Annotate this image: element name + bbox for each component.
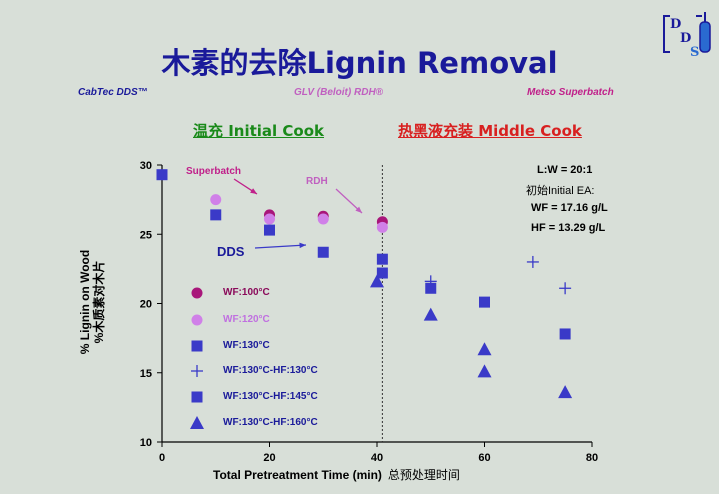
data-point-series-4 — [425, 282, 437, 294]
condition-initial-ea: 初始Initial EA: — [526, 185, 595, 197]
annotation-superbatch: Superbatch — [186, 166, 242, 177]
data-point-series-5 — [370, 274, 384, 288]
system-label-cabtec: CabTec DDS™ — [78, 87, 148, 98]
chart-axes: 10 15 20 25 30 0 20 40 60 80 — [140, 160, 598, 464]
arrow-superbatch — [233, 178, 258, 195]
legend-marker-2 — [191, 340, 203, 352]
data-point-series-4 — [376, 253, 388, 265]
y-tick-label: 30 — [140, 160, 152, 172]
slide-title: 木素的去除Lignin Removal — [161, 46, 558, 80]
condition-hf: HF = 13.29 g/L — [531, 222, 606, 234]
data-point-series-4 — [479, 296, 490, 308]
data-point-series-2 — [376, 267, 388, 279]
data-point-series-1 — [317, 213, 329, 225]
y-tick-label: 15 — [140, 368, 152, 380]
arrow-rdh — [335, 188, 363, 214]
legend-marker-5 — [190, 416, 204, 429]
x-tick-label: 80 — [586, 452, 598, 464]
data-point-series-1 — [376, 221, 388, 233]
x-tick-label: 40 — [371, 452, 383, 464]
data-point-series-5 — [423, 307, 438, 321]
condition-liquor-ratio: L:W = 20:1 — [537, 164, 593, 176]
y-axis-label-en: % Lignin on Wood — [78, 249, 92, 355]
data-point-series-5 — [477, 342, 492, 356]
logo-letter-d1: D — [670, 17, 681, 32]
legend-marker-3 — [191, 365, 203, 377]
data-point-series-5 — [558, 385, 573, 399]
data-point-series-2 — [210, 209, 222, 221]
data-points — [156, 169, 573, 399]
data-point-series-5 — [477, 364, 492, 378]
x-axis-label: Total Pretreatment Time (min) 总预处理时间 — [213, 466, 460, 483]
y-tick-label: 20 — [140, 299, 152, 311]
system-label-metso: Metso Superbatch — [527, 87, 614, 98]
phase-label-middle-cook: 热黑液充装 Middle Cook — [398, 122, 582, 140]
y-axis-label: % Lignin on Wood %木质素对木片 — [78, 167, 106, 437]
x-axis-label-en: Total Pretreatment Time (min) — [213, 468, 382, 482]
y-axis-label-cn: %木质素对木片 — [92, 260, 106, 344]
logo-letter-d2: D — [680, 31, 691, 46]
legend-label-wf120: WF:120°C — [223, 314, 270, 325]
annotation-arrows — [233, 178, 363, 249]
x-tick-label: 0 — [159, 452, 165, 464]
data-point-series-1 — [264, 213, 275, 225]
x-tick-label: 20 — [263, 452, 275, 464]
data-point-series-4 — [559, 328, 571, 340]
legend-label-hf130: WF:130°C-HF:130°C — [223, 365, 318, 376]
legend-marker-4 — [191, 391, 203, 403]
dds-logo: D D S — [663, 12, 711, 60]
legend-label-wf130: WF:130°C — [223, 340, 270, 351]
legend-marker-0 — [191, 287, 203, 299]
x-axis-label-cn: 总预处理时间 — [387, 468, 460, 482]
data-point-series-3 — [559, 282, 572, 295]
annotation-dds: DDS — [217, 244, 245, 259]
y-tick-label: 10 — [140, 437, 152, 449]
data-point-series-1 — [210, 194, 222, 206]
condition-wf: WF = 17.16 g/L — [531, 202, 608, 214]
legend-markers — [190, 287, 204, 429]
legend-marker-1 — [191, 314, 203, 326]
logo-letter-s: S — [690, 45, 699, 60]
data-point-series-2 — [264, 224, 275, 236]
legend-label-wf100: WF:100°C — [223, 287, 270, 298]
phase-label-initial-cook: 温充 Initial Cook — [193, 122, 325, 140]
x-tick-label: 60 — [478, 452, 490, 464]
data-point-series-3 — [526, 255, 539, 268]
arrow-dds — [254, 242, 307, 249]
legend-label-hf160: WF:130°C-HF:160°C — [223, 417, 318, 428]
system-label-glv: GLV (Beloit) RDH® — [294, 87, 384, 98]
data-point-series-2 — [317, 246, 329, 258]
y-tick-label: 25 — [140, 229, 152, 241]
legend-label-hf145: WF:130°C-HF:145°C — [223, 391, 318, 402]
annotation-rdh: RDH — [306, 176, 328, 187]
data-point-series-2 — [156, 169, 168, 181]
